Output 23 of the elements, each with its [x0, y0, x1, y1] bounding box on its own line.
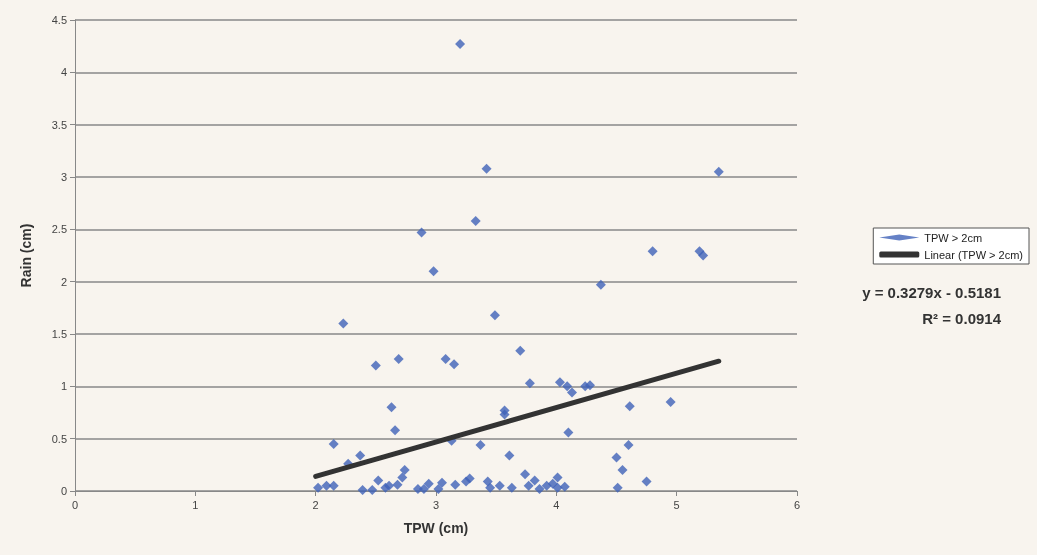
y-tick-label: 3.5: [51, 118, 67, 131]
x-tick-label: 4: [553, 498, 560, 511]
legend-label: Linear (TPW > 2cm): [924, 248, 1023, 261]
x-tick-label: 2: [312, 498, 319, 511]
x-tick-label: 6: [793, 498, 801, 511]
x-tick-label: 5: [673, 498, 680, 511]
y-tick-label: 0: [60, 485, 67, 497]
y-tick-label: 2: [60, 275, 67, 288]
text: R² = 0.0914: [922, 310, 1002, 327]
y-tick-label: 0.5: [51, 432, 67, 445]
legend-label: TPW > 2cm: [924, 231, 983, 244]
y-axis-title: Rain (cm): [18, 223, 34, 288]
y-tick-label: 4: [60, 66, 67, 79]
x-tick-label: 3: [432, 498, 440, 511]
x-tick-label: 1: [192, 498, 199, 511]
y-tick-label: 1: [60, 380, 67, 393]
y-tick-label: 1.5: [51, 328, 67, 340]
x-tick-label: 0: [71, 498, 79, 511]
text: y = 0.3279x - 0.5181: [862, 284, 1002, 301]
y-tick-label: 3: [60, 171, 67, 183]
y-tick-label: 4.5: [51, 14, 67, 26]
y-tick-label: 2.5: [51, 223, 67, 236]
x-axis-title: TPW (cm): [403, 520, 469, 536]
